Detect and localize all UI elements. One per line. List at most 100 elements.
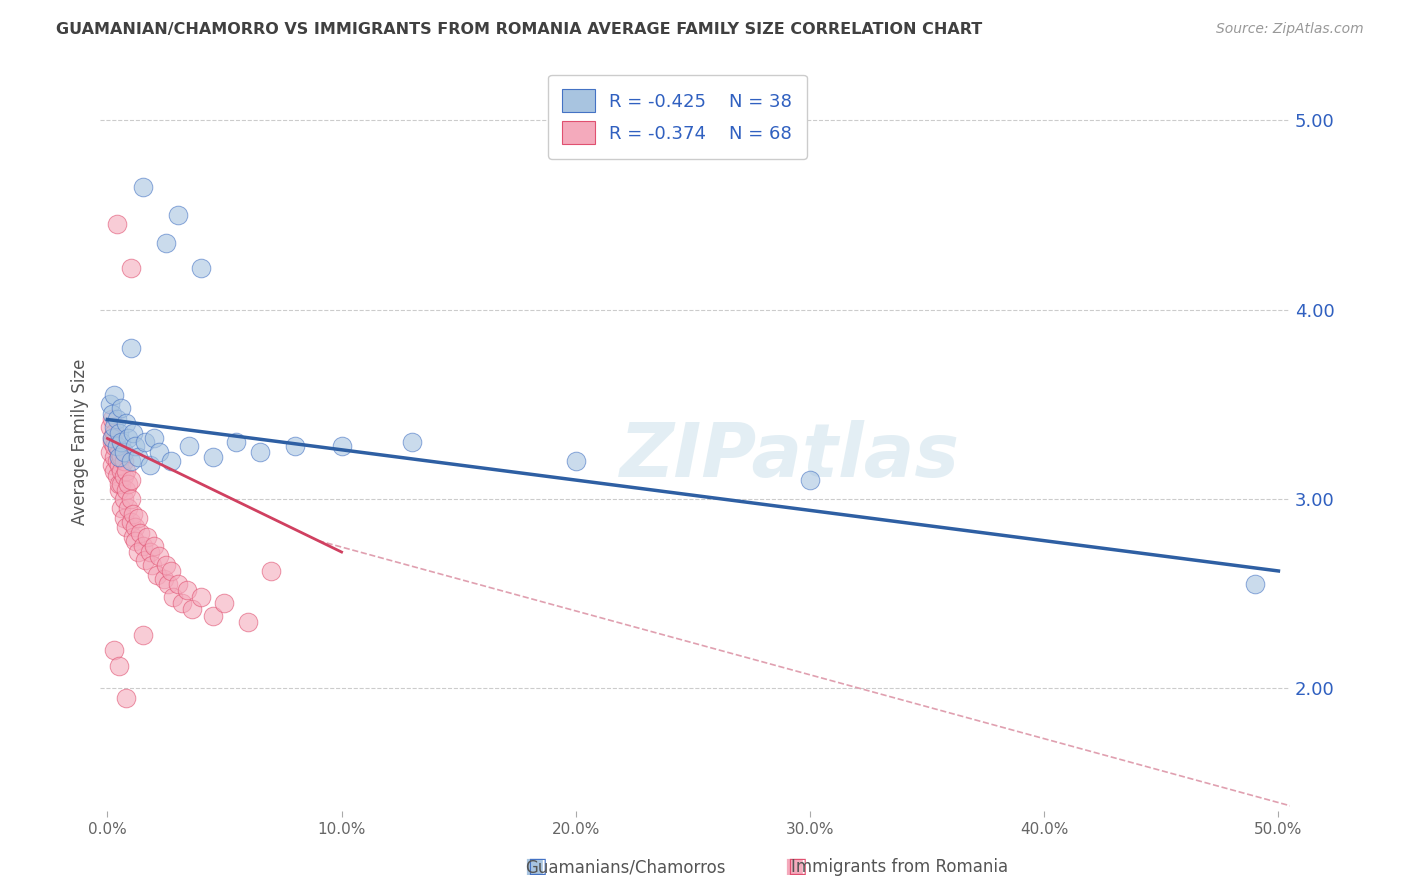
Point	[112, 491, 135, 506]
Point	[236, 615, 259, 629]
Point	[190, 260, 212, 275]
Text: GUAMANIAN/CHAMORRO VS IMMIGRANTS FROM ROMANIA AVERAGE FAMILY SIZE CORRELATION CH: GUAMANIAN/CHAMORRO VS IMMIGRANTS FROM RO…	[56, 22, 983, 37]
Point	[330, 439, 353, 453]
Text: ■: ■	[524, 856, 544, 876]
Point	[112, 469, 135, 483]
Point	[120, 473, 142, 487]
Point	[131, 179, 153, 194]
Point	[127, 545, 149, 559]
Point	[108, 483, 131, 497]
Point	[117, 432, 139, 446]
Point	[110, 476, 132, 491]
Point	[214, 596, 236, 610]
Point	[105, 439, 128, 453]
Point	[225, 435, 247, 450]
Point	[157, 577, 180, 591]
Point	[110, 464, 132, 478]
Point	[103, 420, 125, 434]
Point	[120, 491, 142, 506]
Point	[115, 417, 138, 431]
Point	[127, 511, 149, 525]
Point	[122, 425, 145, 440]
Point	[122, 507, 145, 521]
Point	[136, 530, 159, 544]
Point	[98, 444, 121, 458]
Point	[166, 577, 188, 591]
Point	[103, 643, 125, 657]
Point	[108, 658, 131, 673]
Point	[108, 425, 131, 440]
Point	[179, 439, 201, 453]
Point	[101, 435, 124, 450]
Text: Source: ZipAtlas.com: Source: ZipAtlas.com	[1216, 22, 1364, 37]
Point	[162, 591, 184, 605]
Point	[138, 545, 160, 559]
Point	[799, 473, 821, 487]
Point	[117, 476, 139, 491]
Point	[110, 501, 132, 516]
Point	[103, 388, 125, 402]
Point	[249, 444, 271, 458]
Point	[101, 412, 124, 426]
Point	[115, 690, 138, 705]
Point	[101, 432, 124, 446]
Legend: R = -0.425    N = 38, R = -0.374    N = 68: R = -0.425 N = 38, R = -0.374 N = 68	[548, 75, 807, 159]
Point	[103, 464, 125, 478]
Point	[143, 432, 166, 446]
Point	[401, 435, 423, 450]
Point	[120, 515, 142, 529]
Point	[103, 425, 125, 440]
Point	[120, 260, 142, 275]
Point	[103, 450, 125, 465]
Point	[152, 572, 174, 586]
Point	[120, 341, 142, 355]
Point	[110, 401, 132, 416]
Point	[131, 540, 153, 554]
Point	[98, 397, 121, 411]
Point	[141, 558, 163, 573]
Point	[124, 439, 146, 453]
Point	[143, 540, 166, 554]
Point	[131, 628, 153, 642]
Point	[155, 558, 177, 573]
Point	[101, 458, 124, 472]
Point	[108, 450, 131, 465]
Text: □: □	[527, 856, 547, 876]
Point	[103, 439, 125, 453]
Point	[166, 208, 188, 222]
Point	[115, 483, 138, 497]
Point	[117, 501, 139, 516]
Point	[127, 450, 149, 465]
Point	[201, 450, 224, 465]
Point	[201, 609, 224, 624]
Point	[108, 458, 131, 472]
Text: ZIPatlas: ZIPatlas	[620, 420, 960, 493]
Point	[159, 564, 181, 578]
Point	[176, 582, 198, 597]
Point	[180, 602, 202, 616]
Point	[172, 596, 194, 610]
Point	[112, 454, 135, 468]
Point	[105, 412, 128, 426]
Point	[101, 432, 124, 446]
Point	[112, 511, 135, 525]
Point	[124, 520, 146, 534]
Point	[134, 552, 156, 566]
Point	[115, 464, 138, 478]
Point	[124, 533, 146, 548]
Text: Immigrants from Romania: Immigrants from Romania	[792, 858, 1008, 876]
Point	[190, 591, 212, 605]
Point	[120, 454, 142, 468]
Text: Guamanians/Chamorros: Guamanians/Chamorros	[526, 858, 725, 876]
Text: □: □	[787, 856, 807, 876]
Point	[115, 520, 138, 534]
Point	[148, 444, 170, 458]
Point	[110, 450, 132, 465]
Point	[105, 439, 128, 453]
Point	[134, 435, 156, 450]
Point	[98, 420, 121, 434]
Point	[105, 469, 128, 483]
Point	[105, 454, 128, 468]
Y-axis label: Average Family Size: Average Family Size	[72, 359, 89, 525]
Point	[148, 549, 170, 563]
